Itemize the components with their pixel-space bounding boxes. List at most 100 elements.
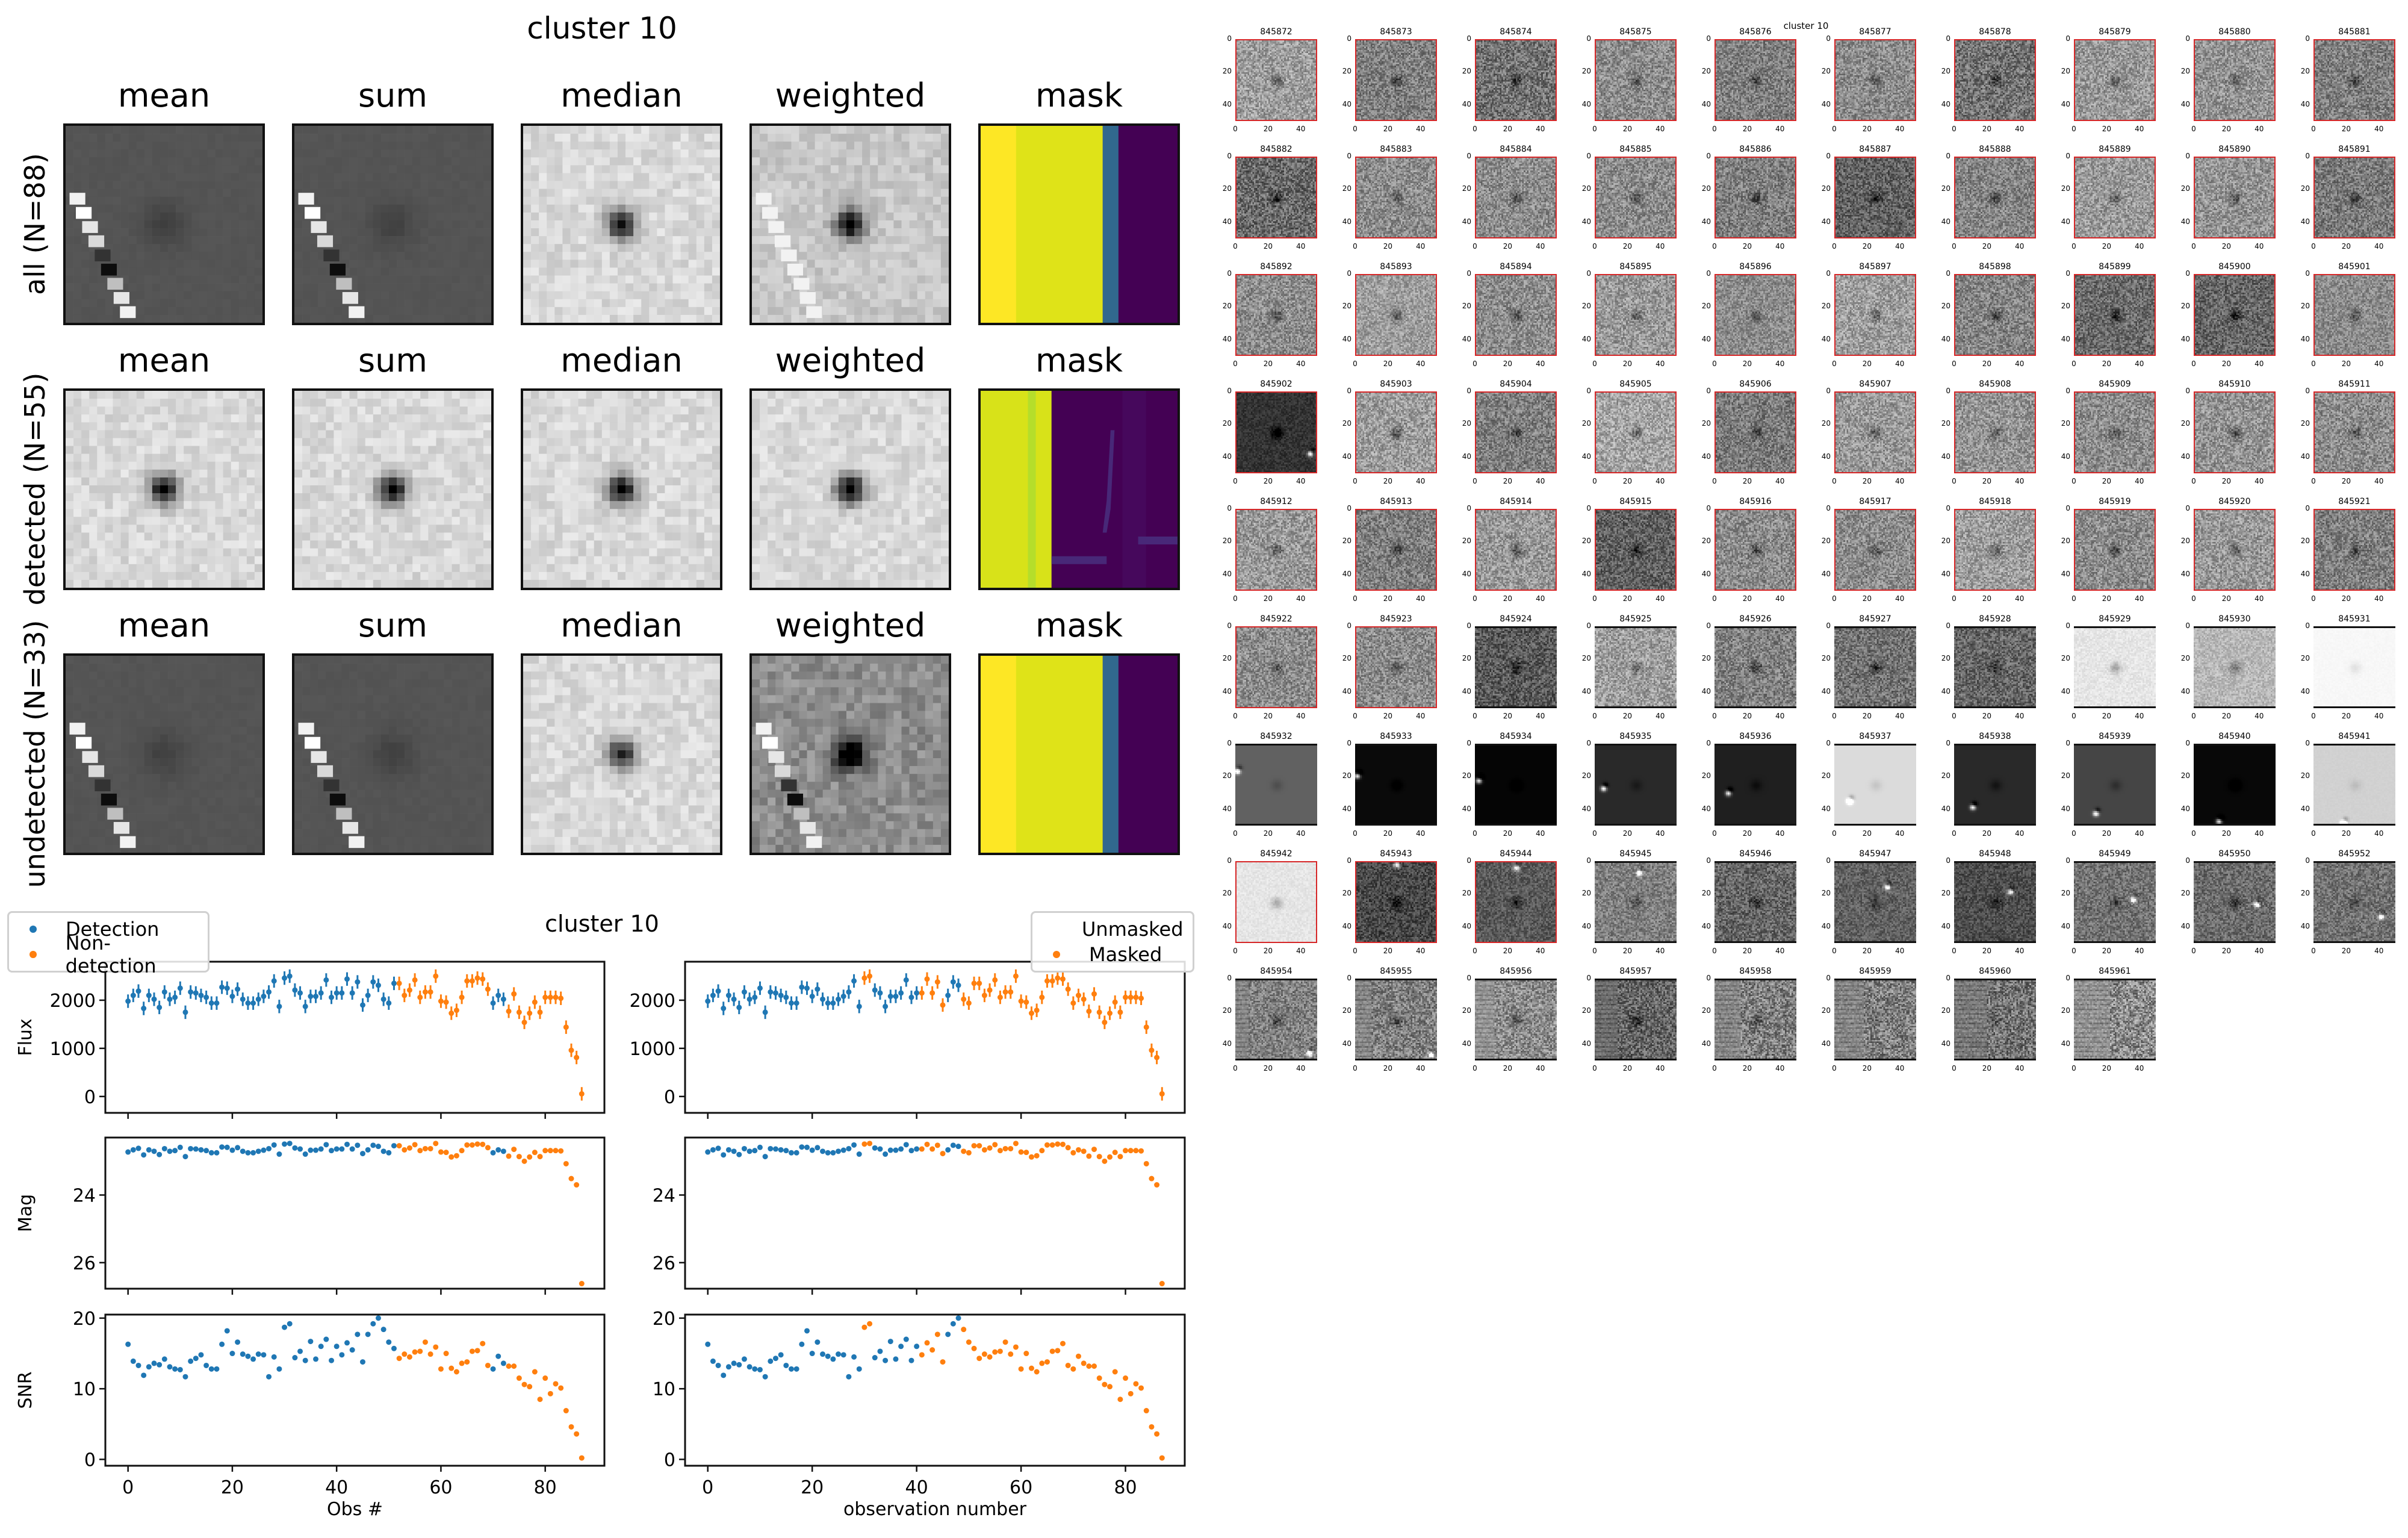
thumbnail-image (1595, 626, 1677, 708)
y-axis-label-snr: SNR (15, 1371, 36, 1409)
thumbnail-x-tick-label: 0 (1592, 712, 1597, 720)
data-point-snr (1049, 1348, 1055, 1354)
thumbnail-y-tick-label: 40 (1701, 452, 1711, 461)
data-point-flux (464, 978, 470, 984)
thumbnail-y-tick-label: 40 (1701, 334, 1711, 343)
data-point-mag (266, 1145, 272, 1151)
thumbnail-y-tick-label: 20 (2061, 67, 2070, 76)
data-point-flux (840, 994, 846, 1000)
axes-right-mag: 24 26 (653, 1136, 1186, 1295)
thumbnail-y-tick-label: 0 (2185, 387, 2190, 395)
data-point-mag (177, 1144, 183, 1150)
thumbnail-x-tick-label: 0 (2311, 242, 2316, 251)
column-title-median: median (560, 606, 683, 644)
data-point-mag (830, 1150, 836, 1156)
thumbnail-x-tick-label: 40 (1895, 829, 1905, 838)
thumbnail-y-tick-label: 20 (1342, 419, 1351, 428)
thumbnail-x-tick-label: 40 (1296, 712, 1306, 720)
data-point-snr (308, 1339, 314, 1345)
thumbnail-y-tick-label: 20 (1701, 419, 1711, 428)
thumbnail-y-tick-label: 0 (2305, 621, 2310, 630)
thumbnail-y-tick-label: 20 (1821, 1006, 1831, 1015)
data-point-snr (1138, 1385, 1144, 1391)
thumbnail-y-tick-label: 40 (1462, 569, 1471, 578)
data-point-flux (1149, 1047, 1155, 1053)
thumbnail-image (1954, 157, 2036, 238)
thumbnail-y-tick-label: 40 (1581, 921, 1591, 930)
column-title-median: median (560, 341, 683, 379)
thumbnail-title: 845904 (1500, 379, 1532, 389)
lightcurve-title: cluster 10 (545, 911, 659, 937)
thumbnail-y-tick-label: 0 (1706, 856, 1711, 865)
thumbnail-x-tick-label: 20 (2341, 125, 2351, 133)
column-title-mask: mask (1035, 341, 1123, 379)
thumbnail-x-tick-label: 20 (2102, 360, 2112, 368)
data-point-snr (815, 1339, 821, 1345)
data-point-snr (527, 1384, 533, 1390)
thumbnail-x-tick-label: 40 (2015, 242, 2025, 251)
data-point-flux (741, 989, 747, 995)
data-point-flux (282, 975, 288, 981)
data-point-snr (992, 1349, 998, 1355)
data-point-snr (500, 1360, 506, 1366)
thumbnail-x-tick-label: 20 (1503, 477, 1513, 485)
thumbnail-x-tick-label: 0 (1832, 829, 1837, 838)
thumbnail-y-tick-label: 40 (1941, 334, 1950, 343)
thumbnail-y-tick-label: 0 (1826, 34, 1831, 43)
thumbnail-x-tick-label: 20 (1263, 242, 1273, 251)
thumbnail-x-tick-label: 0 (1832, 1064, 1837, 1073)
thumbnail-x-tick-label: 20 (2221, 947, 2232, 955)
thumbnail-y-tick-label: 40 (1701, 569, 1711, 578)
thumbnail-image (1834, 744, 1916, 826)
thumbnail-y-tick-label: 0 (1706, 34, 1711, 43)
thumbnail-y-tick-label: 20 (1342, 654, 1351, 663)
thumbnail-y-tick-label: 0 (1227, 739, 1232, 747)
column-title-mask: mask (1035, 76, 1123, 114)
thumbnail-title: 845894 (1500, 262, 1532, 272)
thumbnail-x-tick-label: 0 (2071, 477, 2076, 485)
data-point-mag (1138, 1148, 1144, 1154)
data-point-mag (887, 1147, 893, 1153)
thumbnail-x-tick-label: 40 (1656, 594, 1665, 603)
data-point-snr (422, 1339, 428, 1345)
thumbnail-title: 845872 (1260, 27, 1292, 37)
thumbnail-y-tick-label: 20 (1821, 654, 1831, 663)
thumbnail-title: 845877 (1859, 27, 1891, 37)
thumbnail-y-tick-label: 40 (1821, 334, 1831, 343)
thumbnail-y-tick-label: 40 (2061, 686, 2070, 696)
thumbnail-y-tick-label: 40 (2061, 452, 2070, 461)
thumbnail-x-tick-label: 20 (1383, 594, 1393, 603)
thumbnail-x-tick-label: 40 (2015, 594, 2025, 603)
thumbnail-image (1475, 626, 1557, 708)
thumbnail-y-tick-label: 0 (1586, 621, 1591, 630)
data-point-flux (146, 992, 152, 998)
data-point-flux (172, 994, 178, 1000)
thumbnail-image (2194, 157, 2276, 238)
thumbnail-x-tick-label: 0 (1472, 829, 1477, 838)
data-point-mag (924, 1141, 930, 1147)
thumbnail-x-tick-label: 40 (1536, 829, 1545, 838)
thumbnail-x-tick-label: 0 (1353, 242, 1358, 251)
thumbnail-image (2194, 626, 2276, 708)
thumbnail-y-tick-label: 20 (1581, 184, 1591, 193)
thumbnail-x-tick-label: 20 (1622, 594, 1633, 603)
data-point-flux (783, 994, 789, 1000)
thumbnail-title: 845943 (1380, 849, 1412, 859)
thumbnail-y-tick-label: 40 (1222, 804, 1232, 813)
thumbnail-x-tick-label: 0 (1233, 829, 1238, 838)
data-point-mag (344, 1141, 350, 1147)
thumbnail-image (1355, 626, 1437, 708)
data-point-snr (940, 1359, 946, 1365)
x-tick-label: 0 (702, 1477, 713, 1498)
data-point-mag (490, 1150, 496, 1156)
thumbnail-x-tick-label: 0 (2071, 1064, 2076, 1073)
data-point-flux (313, 994, 319, 1000)
thumbnail-x-tick-label: 40 (1775, 594, 1785, 603)
data-point-snr (438, 1366, 444, 1372)
thumbnail-y-tick-label: 0 (2065, 152, 2070, 160)
data-point-snr (981, 1351, 987, 1357)
thumbnail-y-tick-label: 40 (1342, 569, 1351, 578)
thumbnail-x-tick-label: 0 (1592, 125, 1597, 133)
thumbnail-title: 845924 (1500, 614, 1532, 624)
thumbnail-x-tick-label: 40 (1536, 947, 1545, 955)
